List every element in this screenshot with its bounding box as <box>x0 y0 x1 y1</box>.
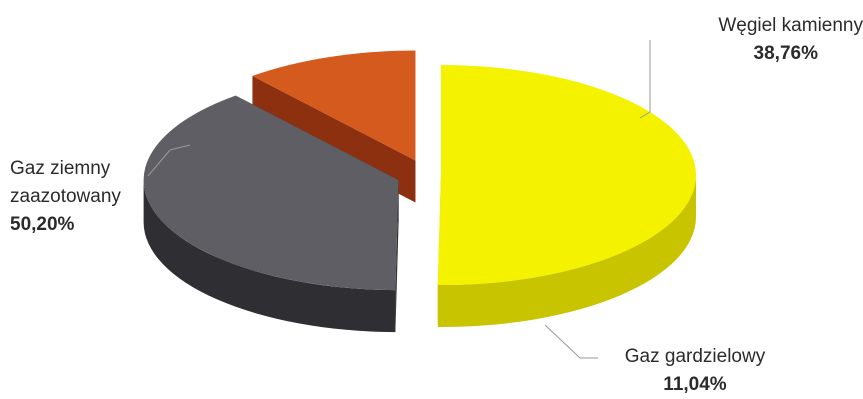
leader-line-gaz-ziemny <box>147 144 191 177</box>
label-wegiel-kamienny: Węgiel kamienny 38,76% <box>633 12 863 68</box>
label-name-line-1: Gaz ziemny <box>10 158 111 179</box>
label-name: Węgiel kamienny <box>718 15 863 36</box>
slice-outer-wall <box>437 175 696 328</box>
slice-wegiel-kamienny <box>143 95 399 333</box>
slice-top-face <box>252 50 416 161</box>
label-value: 50,20% <box>10 214 75 235</box>
label-name: Gaz gardzielowy <box>624 346 766 367</box>
leader-line-wegiel-kamienny <box>639 40 651 119</box>
label-gaz-gardzielowy: Gaz gardzielowy 11,04% <box>600 343 790 399</box>
label-value: 11,04% <box>663 374 727 395</box>
leader-line-gaz-gardzielowy <box>544 324 598 359</box>
slice-outer-wall <box>143 180 396 333</box>
label-gaz-ziemny-zaazotowany: Gaz ziemny zaazotowany 50,20% <box>10 155 121 239</box>
slice-top-face <box>437 65 697 286</box>
label-value: 38,76% <box>753 43 818 64</box>
slice-top-face <box>143 95 399 291</box>
slice-gaz-ziemny-zaazotowany <box>437 65 697 328</box>
label-name-line-2: zaazotowany <box>10 186 121 207</box>
